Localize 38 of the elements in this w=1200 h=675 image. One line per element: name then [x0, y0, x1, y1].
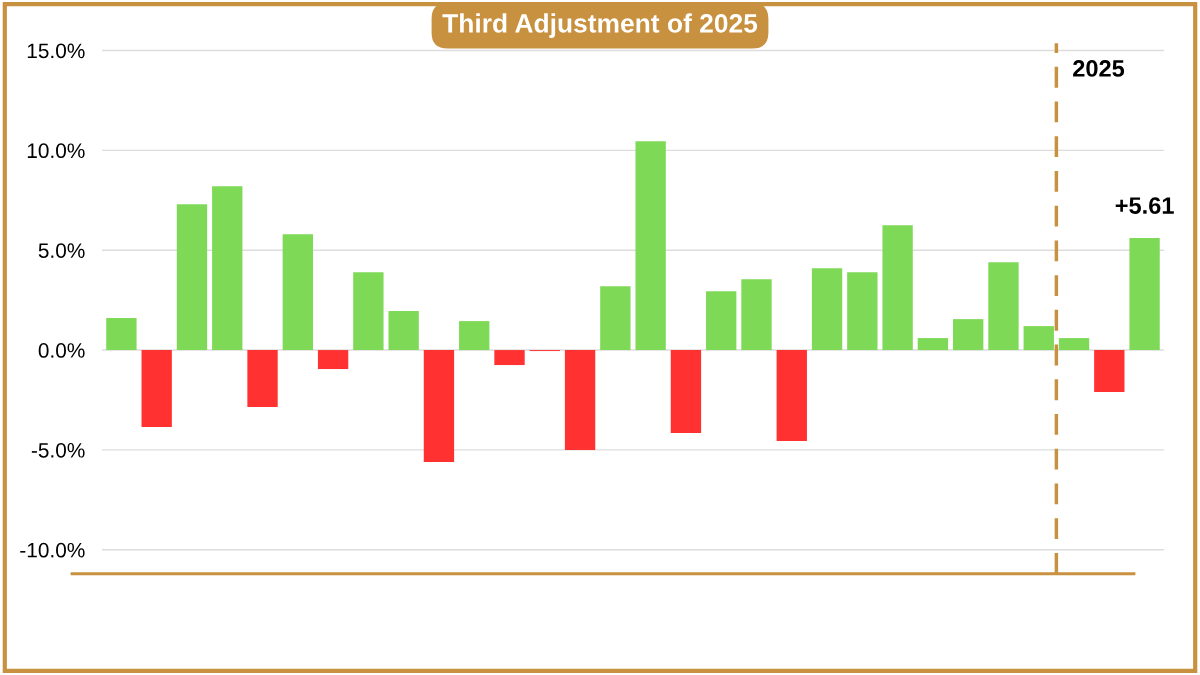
annotation: 2025 [1073, 60, 1125, 77]
bar [776, 350, 807, 441]
data-label: +5.61 [1115, 197, 1174, 214]
bar [847, 272, 878, 351]
bar [600, 286, 631, 351]
y-tick-label: -10.0% [20, 542, 85, 558]
y-tick-label: 0.0% [38, 343, 85, 358]
bar [741, 279, 772, 351]
bar [706, 291, 737, 351]
bar [1094, 350, 1125, 393]
bar [141, 350, 172, 427]
bar [106, 318, 137, 351]
bar [953, 319, 984, 351]
bar [1023, 326, 1054, 351]
bar [176, 204, 208, 351]
bar [564, 350, 596, 450]
bar [388, 311, 419, 351]
bar [459, 321, 490, 351]
bar [811, 268, 843, 351]
y-tick-label: -5.0% [31, 442, 85, 458]
chart-title: Third Adjustment of 2025 [442, 13, 758, 38]
bar [247, 350, 278, 407]
bar [882, 225, 913, 351]
y-tick-label: 5.0% [38, 243, 85, 258]
bar [353, 272, 384, 351]
bar [423, 350, 455, 462]
bar [282, 234, 313, 351]
bar [988, 262, 1019, 351]
bar [1058, 338, 1090, 351]
y-tick-label: 10.0% [27, 143, 85, 159]
bar [917, 338, 949, 351]
bar [635, 141, 666, 351]
bar [212, 186, 243, 351]
y-tick-label: 15.0% [27, 43, 85, 59]
bar [1129, 238, 1160, 351]
bar [494, 350, 525, 366]
bar [670, 350, 702, 433]
bar [317, 350, 349, 370]
